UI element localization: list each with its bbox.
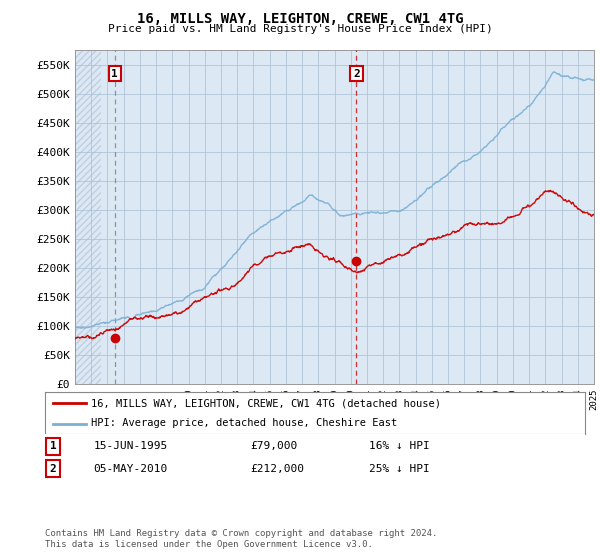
Text: £79,000: £79,000 xyxy=(250,441,298,451)
Text: 2: 2 xyxy=(50,464,56,474)
Text: £212,000: £212,000 xyxy=(250,464,304,474)
Text: 16% ↓ HPI: 16% ↓ HPI xyxy=(369,441,430,451)
Text: Contains HM Land Registry data © Crown copyright and database right 2024.
This d: Contains HM Land Registry data © Crown c… xyxy=(45,529,437,549)
Text: 1: 1 xyxy=(50,441,56,451)
Text: 25% ↓ HPI: 25% ↓ HPI xyxy=(369,464,430,474)
Text: 16, MILLS WAY, LEIGHTON, CREWE, CW1 4TG (detached house): 16, MILLS WAY, LEIGHTON, CREWE, CW1 4TG … xyxy=(91,398,441,408)
Text: 2: 2 xyxy=(353,68,360,78)
Text: HPI: Average price, detached house, Cheshire East: HPI: Average price, detached house, Ches… xyxy=(91,418,397,428)
Text: 15-JUN-1995: 15-JUN-1995 xyxy=(94,441,168,451)
Text: 16, MILLS WAY, LEIGHTON, CREWE, CW1 4TG: 16, MILLS WAY, LEIGHTON, CREWE, CW1 4TG xyxy=(137,12,463,26)
Bar xyxy=(75,50,101,384)
Text: 05-MAY-2010: 05-MAY-2010 xyxy=(94,464,168,474)
Text: 1: 1 xyxy=(112,68,118,78)
Text: Price paid vs. HM Land Registry's House Price Index (HPI): Price paid vs. HM Land Registry's House … xyxy=(107,24,493,34)
